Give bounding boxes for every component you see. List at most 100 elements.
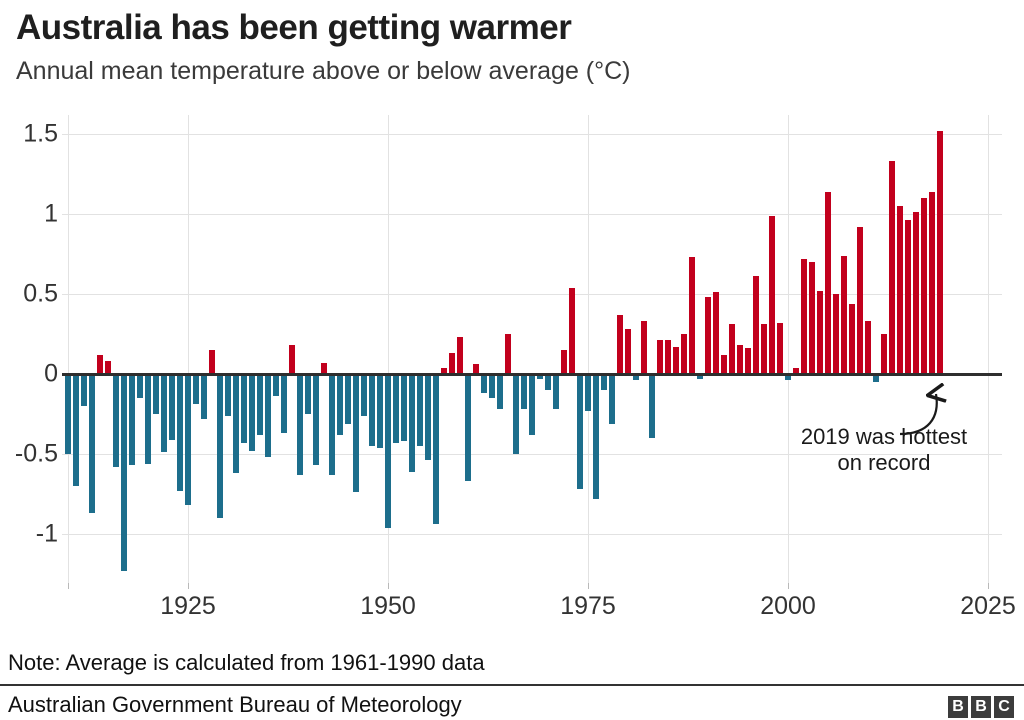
bar-1929 bbox=[217, 374, 223, 518]
bar-2014 bbox=[897, 206, 903, 374]
x-axis-tick bbox=[68, 583, 69, 589]
bar-1911 bbox=[73, 374, 79, 486]
x-axis-tick bbox=[988, 583, 989, 589]
x-axis-tick-label-1925: 1925 bbox=[160, 592, 216, 620]
bar-2009 bbox=[857, 226, 863, 374]
bar-1972 bbox=[561, 350, 567, 374]
bar-1984 bbox=[657, 340, 663, 374]
bar-1913 bbox=[89, 374, 95, 514]
bar-2012 bbox=[881, 334, 887, 374]
bar-2010 bbox=[865, 321, 871, 374]
y-axis-tick-label: 1 bbox=[44, 199, 58, 228]
x-gridline bbox=[388, 115, 389, 583]
bar-2016 bbox=[913, 212, 919, 374]
bar-1985 bbox=[665, 340, 671, 374]
footer-divider bbox=[0, 684, 1024, 686]
y-gridline-0.5 bbox=[62, 294, 1002, 295]
bar-2001 bbox=[793, 367, 799, 374]
bar-1974 bbox=[577, 374, 583, 490]
bar-1976 bbox=[593, 374, 599, 499]
bar-1940 bbox=[305, 374, 311, 414]
bar-1994 bbox=[737, 345, 743, 374]
bar-1938 bbox=[289, 345, 295, 374]
bar-1915 bbox=[105, 361, 111, 374]
bar-1943 bbox=[329, 374, 335, 475]
bar-1966 bbox=[513, 374, 519, 454]
bar-2008 bbox=[849, 303, 855, 374]
bar-2018 bbox=[929, 191, 935, 374]
y-axis-tick-label: -1 bbox=[35, 519, 58, 548]
bar-1958 bbox=[449, 353, 455, 374]
bar-1935 bbox=[265, 374, 271, 458]
bar-1978 bbox=[609, 374, 615, 424]
bar-1956 bbox=[433, 374, 439, 525]
bar-1967 bbox=[521, 374, 527, 410]
y-gridline--0.5 bbox=[62, 454, 1002, 455]
bar-1977 bbox=[601, 374, 607, 390]
y-gridline--1 bbox=[62, 534, 1002, 535]
bar-1959 bbox=[457, 337, 463, 374]
bar-1944 bbox=[337, 374, 343, 435]
bbc-logo-block-b1: B bbox=[948, 696, 968, 718]
bar-2000 bbox=[785, 374, 791, 381]
y-axis-tick-label: 0.5 bbox=[23, 279, 58, 308]
bar-1947 bbox=[361, 374, 367, 416]
bar-1953 bbox=[409, 374, 415, 472]
bar-2004 bbox=[817, 290, 823, 374]
bar-1961 bbox=[473, 364, 479, 374]
bar-1930 bbox=[225, 374, 231, 416]
bar-1924 bbox=[177, 374, 183, 491]
x-axis-tick-label-1975: 1975 bbox=[560, 592, 616, 620]
bar-1955 bbox=[425, 374, 431, 461]
bar-2015 bbox=[905, 220, 911, 374]
bar-1932 bbox=[241, 374, 247, 443]
bar-1960 bbox=[465, 374, 471, 482]
bar-1917 bbox=[121, 374, 127, 571]
bar-1988 bbox=[689, 257, 695, 374]
bar-1991 bbox=[713, 292, 719, 374]
x-axis-tick-label-2000: 2000 bbox=[760, 592, 816, 620]
annotation-2019-hottest: 2019 was hottest on record bbox=[794, 424, 974, 476]
x-axis-tick bbox=[388, 583, 389, 589]
bar-1969 bbox=[537, 374, 543, 379]
bar-1925 bbox=[185, 374, 191, 506]
bar-1934 bbox=[257, 374, 263, 435]
bar-1946 bbox=[353, 374, 359, 493]
bar-1989 bbox=[697, 374, 703, 379]
bar-1964 bbox=[497, 374, 503, 410]
bar-1942 bbox=[321, 362, 327, 374]
x-axis-tick-label-2025: 2025 bbox=[960, 592, 1016, 620]
x-gridline bbox=[68, 115, 69, 583]
bar-1973 bbox=[569, 287, 575, 374]
bar-1980 bbox=[625, 329, 631, 374]
bar-1968 bbox=[529, 374, 535, 435]
bar-1937 bbox=[281, 374, 287, 434]
bar-1965 bbox=[505, 334, 511, 374]
bar-2011 bbox=[873, 374, 879, 382]
bar-1993 bbox=[729, 324, 735, 374]
bar-1952 bbox=[401, 374, 407, 442]
bar-1990 bbox=[705, 297, 711, 374]
chart-subtitle: Annual mean temperature above or below a… bbox=[16, 57, 631, 85]
bar-2002 bbox=[801, 258, 807, 374]
bbc-logo-block-b2: B bbox=[971, 696, 991, 718]
bar-1981 bbox=[633, 374, 639, 381]
bar-1998 bbox=[769, 215, 775, 374]
bar-1983 bbox=[649, 374, 655, 438]
source-attribution: Australian Government Bureau of Meteorol… bbox=[8, 692, 462, 717]
x-gridline bbox=[988, 115, 989, 583]
bar-1923 bbox=[169, 374, 175, 440]
bar-1922 bbox=[161, 374, 167, 453]
bar-1950 bbox=[385, 374, 391, 528]
bar-1926 bbox=[193, 374, 199, 405]
page-title: Australia has been getting warmer bbox=[16, 8, 572, 47]
bar-1986 bbox=[673, 346, 679, 374]
bar-1996 bbox=[753, 276, 759, 374]
bar-2003 bbox=[809, 262, 815, 374]
bar-1982 bbox=[641, 321, 647, 374]
bar-1997 bbox=[761, 324, 767, 374]
bar-1970 bbox=[545, 374, 551, 390]
